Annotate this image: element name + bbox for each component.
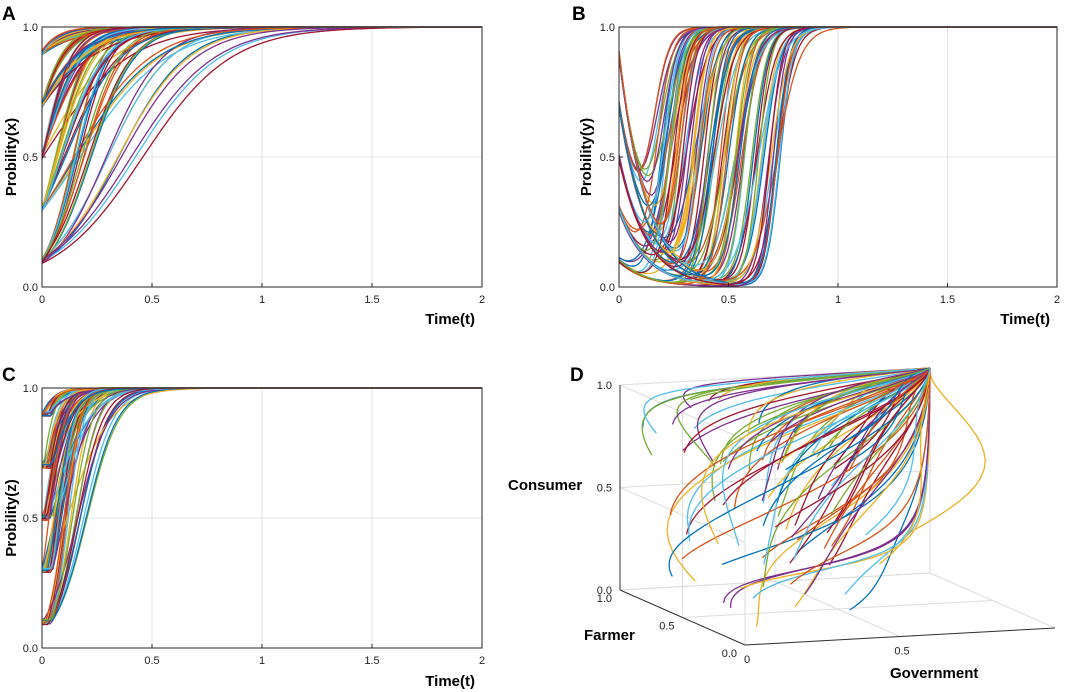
x-tick-label: 1.5 (940, 294, 955, 306)
panel-label: D (570, 365, 584, 386)
series-line (752, 463, 929, 599)
y-tick-label: 1.0 (597, 593, 612, 605)
z-tick-label: 0.0 (597, 585, 612, 597)
y-tick-label: 0.5 (659, 621, 674, 633)
panel-d: D00.50.00.51.00.00.51.0GovernmentFarmerC… (508, 365, 1056, 682)
x-tick-label: 0 (616, 294, 622, 306)
panel-a: A 0 0.5 1 1.5 2 0.0 0.5 1.0 Time(t) Probility(x) (2, 4, 485, 328)
y-axis-label: Farmer (584, 627, 635, 644)
y-tick-label: 1.0 (23, 383, 38, 395)
y-tick-label: 1.0 (600, 22, 615, 34)
y-axis-line (619, 589, 746, 646)
x-tick-label: 2 (1054, 294, 1060, 306)
y-tick-label: 0.5 (23, 513, 38, 525)
y-tick-label: 1.0 (23, 22, 38, 34)
series-line (668, 381, 926, 577)
z-tick-label: 0.5 (597, 483, 612, 495)
panel-b: B 0 0.5 1 1.5 2 0.0 0.5 1.0 Time(t) Probility(y) (572, 4, 1060, 328)
x-tick-label: 0.5 (721, 294, 736, 306)
y-axis-label: Probility(z) (3, 479, 20, 557)
y-tick-label: 0.0 (600, 282, 615, 294)
y-tick-label: 0.0 (23, 643, 38, 655)
series-line (643, 368, 918, 434)
x-tick-label: 0.5 (144, 655, 159, 667)
y-tick-label: 0.5 (600, 152, 615, 164)
y-axis-label: Probility(y) (578, 118, 595, 196)
x-tick-label: 1 (259, 655, 265, 667)
x-axis-label: Time(t) (1000, 311, 1050, 328)
x-tick-label: 1.5 (364, 294, 379, 306)
series-line (740, 419, 931, 590)
z-tick-label: 1.0 (597, 380, 612, 392)
panel-label: A (2, 4, 16, 25)
x-axis-label: Time(t) (425, 673, 475, 690)
x-tick-label: 0 (39, 655, 45, 667)
x-axis-line (744, 627, 1056, 646)
x-tick-label: 0 (39, 294, 45, 306)
x-tick-label: 1.5 (364, 655, 379, 667)
grid-line-z (619, 384, 746, 441)
z-axis-label: Consumer (508, 477, 582, 494)
x-tick-label: 2 (479, 655, 485, 667)
x-tick-label: 0.5 (894, 646, 909, 658)
x-tick-label: 1 (259, 294, 265, 306)
x-axis-label: Government (890, 665, 978, 682)
y-tick-label: 0.0 (23, 282, 38, 294)
panel-label: B (572, 4, 586, 25)
grid-line-y (619, 572, 931, 591)
panel-label: C (2, 365, 16, 386)
x-tick-label: 0.5 (144, 294, 159, 306)
grid-line-x (929, 572, 1056, 629)
panel-c: C 0 0.5 1 1.5 2 0.0 0.5 1.0 Time(t) Probility(z) (2, 365, 485, 690)
y-tick-label: 0.0 (722, 648, 737, 660)
x-axis-label: Time(t) (425, 311, 475, 328)
x-tick-label: 0 (744, 654, 750, 666)
y-tick-label: 0.5 (23, 152, 38, 164)
series-line (865, 368, 931, 536)
x-tick-label: 2 (479, 294, 485, 306)
grid-line-y (682, 600, 993, 618)
y-axis-label: Probility(x) (3, 118, 20, 196)
x-tick-label: 1 (835, 294, 841, 306)
